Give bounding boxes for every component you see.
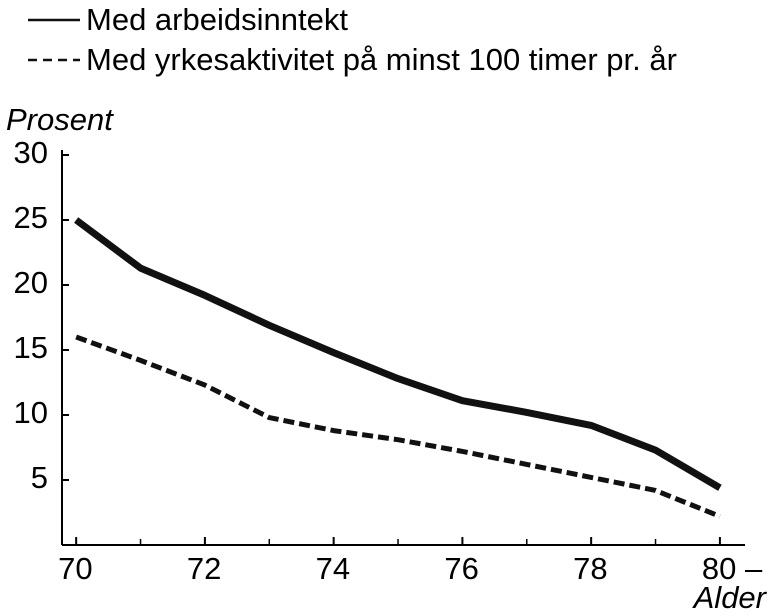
y-tick-label: 20 xyxy=(14,265,48,300)
legend-label: Med yrkesaktivitet på minst 100 timer pr… xyxy=(86,42,677,77)
data-line xyxy=(74,217,722,491)
y-tick-label: 30 xyxy=(14,135,48,170)
x-axis-label: Alder xyxy=(692,580,768,615)
y-tick-label: 5 xyxy=(31,460,48,495)
x-tick-label: 76 xyxy=(444,551,478,586)
y-axis-label: Prosent xyxy=(6,102,114,137)
data-line xyxy=(75,334,721,519)
y-tick-label: 25 xyxy=(14,200,48,235)
x-tick-label: 72 xyxy=(187,551,221,586)
legend-label: Med arbeidsinntekt xyxy=(86,2,348,37)
x-tick-label: 74 xyxy=(316,551,350,586)
y-tick-label: 10 xyxy=(14,395,48,430)
x-tick-label: 78 xyxy=(573,551,607,586)
y-tick-label: 15 xyxy=(14,330,48,365)
x-tick-label: 80 – xyxy=(702,551,763,586)
x-tick-label: 70 xyxy=(58,551,92,586)
